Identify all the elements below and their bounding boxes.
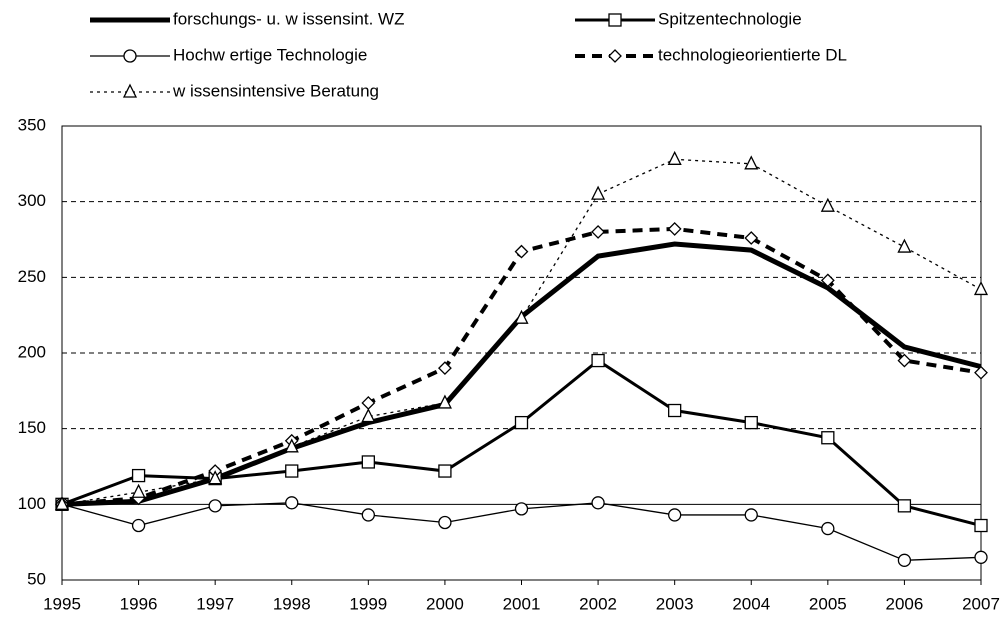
legend-label: Spitzentechnologie [658, 9, 802, 28]
marker-diamond [974, 365, 988, 380]
y-tick-label: 250 [18, 267, 46, 286]
marker-circle [208, 499, 222, 513]
marker-circle [361, 508, 375, 522]
legend-label: w issensintensive Beratung [172, 81, 379, 100]
marker-square [821, 431, 835, 445]
marker-circle [591, 496, 605, 510]
x-tick-label: 2003 [656, 594, 694, 613]
x-tick-label: 2004 [732, 594, 770, 613]
marker-diamond [744, 231, 759, 245]
x-tick-label: 1995 [43, 594, 81, 613]
x-tick-label: 2000 [426, 594, 464, 613]
marker-square [744, 415, 758, 430]
marker-square [591, 353, 605, 368]
marker-square [361, 455, 375, 469]
marker-triangle [591, 185, 606, 200]
marker-diamond [608, 49, 622, 63]
series-line [61, 226, 982, 507]
marker-triangle [667, 150, 682, 165]
y-tick-label: 150 [18, 418, 46, 437]
marker-triangle [131, 483, 146, 498]
marker-circle [668, 508, 682, 522]
marker-square [285, 464, 299, 478]
marker-diamond [897, 353, 912, 368]
x-tick-label: 2002 [579, 594, 617, 613]
marker-circle [438, 515, 452, 530]
marker-diamond [591, 225, 606, 239]
marker-circle [285, 496, 299, 510]
marker-square [438, 464, 452, 478]
marker-triangle [208, 470, 223, 485]
marker-circle [123, 49, 137, 63]
marker-diamond [361, 396, 376, 410]
marker-square [668, 403, 682, 418]
marker-triangle [361, 408, 376, 423]
marker-diamond [514, 244, 529, 259]
y-tick-label: 200 [18, 342, 46, 361]
y-tick-label: 100 [18, 494, 46, 513]
marker-triangle [973, 280, 989, 296]
marker-circle [821, 521, 835, 536]
marker-square [897, 499, 912, 513]
y-tick-label: 50 [27, 569, 46, 588]
series-line [61, 358, 982, 527]
marker-diamond [437, 361, 452, 376]
marker-square [514, 415, 529, 430]
x-tick-label: 2007 [962, 594, 1000, 613]
marker-square [974, 518, 988, 533]
marker-triangle [122, 83, 138, 98]
marker-circle [897, 553, 912, 567]
marker-circle [131, 518, 146, 533]
marker-diamond [820, 273, 835, 288]
x-tick-label: 1998 [273, 594, 311, 613]
marker-diamond [667, 221, 682, 236]
marker-square [608, 13, 622, 27]
x-tick-label: 2001 [503, 594, 541, 613]
marker-triangle [437, 394, 452, 409]
x-tick-label: 2006 [886, 594, 924, 613]
marker-triangle [897, 238, 912, 253]
marker-triangle [744, 155, 759, 170]
marker-circle [974, 550, 988, 564]
x-tick-label: 1999 [349, 594, 387, 613]
legend-label: technologieorientierte DL [658, 45, 847, 64]
x-tick-label: 1997 [196, 594, 234, 613]
marker-triangle [514, 309, 529, 324]
legend-label: forschungs- u. w issensint. WZ [173, 9, 404, 28]
marker-square [131, 468, 146, 483]
marker-triangle [54, 495, 70, 510]
marker-triangle [820, 197, 835, 212]
y-tick-label: 300 [18, 191, 46, 210]
series-line [61, 241, 982, 507]
legend-label: Hochw ertige Technologie [173, 45, 367, 64]
marker-triangle [284, 438, 299, 453]
x-tick-label: 1996 [120, 594, 158, 613]
y-tick-label: 350 [18, 115, 46, 134]
marker-circle [514, 502, 529, 516]
marker-circle [744, 508, 758, 522]
x-tick-label: 2005 [809, 594, 847, 613]
